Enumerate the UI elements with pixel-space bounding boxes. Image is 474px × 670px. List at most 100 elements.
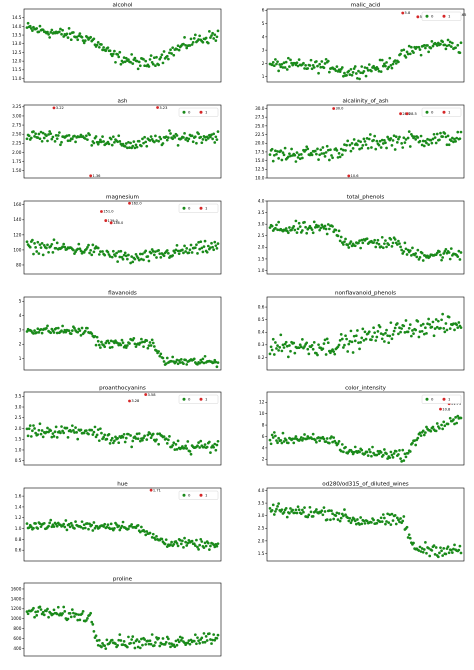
data-point bbox=[433, 553, 437, 556]
data-point bbox=[352, 138, 356, 141]
data-point bbox=[342, 148, 345, 152]
data-point bbox=[276, 504, 279, 508]
data-point bbox=[175, 448, 179, 451]
data-point bbox=[390, 66, 394, 70]
data-point bbox=[376, 67, 380, 71]
data-point bbox=[388, 456, 392, 460]
data-point bbox=[400, 248, 403, 252]
data-point bbox=[275, 152, 278, 156]
data-point bbox=[365, 66, 369, 70]
data-point bbox=[47, 524, 50, 528]
data-point bbox=[342, 243, 345, 246]
data-point bbox=[187, 137, 191, 141]
data-point bbox=[375, 241, 379, 245]
data-point bbox=[318, 439, 321, 443]
data-point bbox=[338, 519, 342, 523]
data-point bbox=[294, 219, 298, 223]
data-point bbox=[172, 542, 176, 546]
data-point bbox=[46, 243, 49, 247]
data-point bbox=[271, 61, 275, 64]
data-point bbox=[270, 147, 274, 151]
y-tick-label: 27.5 bbox=[255, 115, 265, 120]
data-point bbox=[456, 326, 460, 329]
data-point bbox=[351, 147, 355, 150]
data-point bbox=[183, 446, 186, 450]
data-point bbox=[412, 332, 415, 335]
data-point bbox=[436, 319, 440, 323]
data-point bbox=[34, 132, 37, 136]
data-point bbox=[212, 633, 216, 636]
data-point bbox=[169, 48, 172, 52]
data-point bbox=[299, 512, 303, 516]
data-point bbox=[54, 522, 58, 526]
data-point bbox=[189, 452, 193, 456]
data-point bbox=[424, 431, 427, 434]
data-point bbox=[430, 40, 434, 43]
data-point bbox=[316, 64, 319, 68]
data-point bbox=[390, 453, 394, 457]
data-point bbox=[310, 67, 314, 71]
data-point bbox=[38, 522, 42, 526]
data-point bbox=[270, 348, 274, 352]
data-point bbox=[274, 341, 277, 344]
legend-label-1: 1 bbox=[205, 206, 208, 211]
data-point bbox=[205, 639, 209, 642]
data-point bbox=[198, 446, 202, 449]
outlier-point bbox=[149, 488, 153, 492]
data-point bbox=[214, 244, 218, 248]
data-point bbox=[452, 322, 455, 326]
data-point bbox=[334, 514, 338, 517]
data-point bbox=[277, 502, 280, 505]
data-point bbox=[164, 362, 168, 365]
data-point bbox=[391, 139, 395, 142]
data-point bbox=[306, 67, 310, 70]
data-point bbox=[151, 249, 155, 253]
data-point bbox=[36, 240, 40, 244]
data-point bbox=[60, 32, 63, 36]
data-point bbox=[203, 541, 207, 545]
data-point bbox=[305, 437, 309, 441]
data-point bbox=[282, 346, 286, 349]
data-point bbox=[47, 615, 50, 619]
data-point bbox=[45, 134, 48, 138]
data-point bbox=[209, 36, 212, 39]
data-point bbox=[161, 142, 165, 145]
data-point bbox=[52, 525, 56, 528]
data-point bbox=[435, 325, 439, 329]
data-point bbox=[49, 132, 53, 136]
data-point bbox=[197, 441, 200, 444]
data-point bbox=[439, 131, 442, 135]
data-point bbox=[307, 513, 311, 517]
data-point bbox=[171, 137, 175, 141]
data-point bbox=[332, 350, 336, 353]
data-point bbox=[151, 432, 155, 436]
data-point bbox=[204, 635, 208, 638]
data-point bbox=[134, 345, 138, 349]
data-point bbox=[453, 543, 456, 547]
data-point bbox=[201, 250, 205, 254]
data-point bbox=[425, 425, 428, 429]
data-point bbox=[189, 37, 193, 41]
data-point bbox=[97, 343, 101, 347]
data-point bbox=[303, 67, 306, 70]
data-point bbox=[340, 153, 344, 157]
axes-frame bbox=[266, 104, 465, 179]
data-point bbox=[90, 144, 94, 147]
data-point bbox=[124, 56, 128, 60]
data-point bbox=[122, 253, 126, 257]
data-point bbox=[294, 435, 298, 438]
data-point bbox=[384, 239, 387, 242]
data-point bbox=[133, 146, 137, 150]
subplot-4: magnesium80100120140160151.0139.0136.016… bbox=[13, 195, 222, 275]
data-point bbox=[384, 522, 387, 526]
data-point bbox=[133, 646, 137, 650]
data-point bbox=[111, 52, 115, 56]
y-tick-label: 120 bbox=[13, 232, 21, 237]
legend-label-1: 1 bbox=[205, 397, 208, 402]
data-point bbox=[131, 260, 135, 264]
data-point bbox=[360, 65, 364, 68]
data-point bbox=[163, 643, 167, 646]
data-point bbox=[96, 40, 100, 44]
